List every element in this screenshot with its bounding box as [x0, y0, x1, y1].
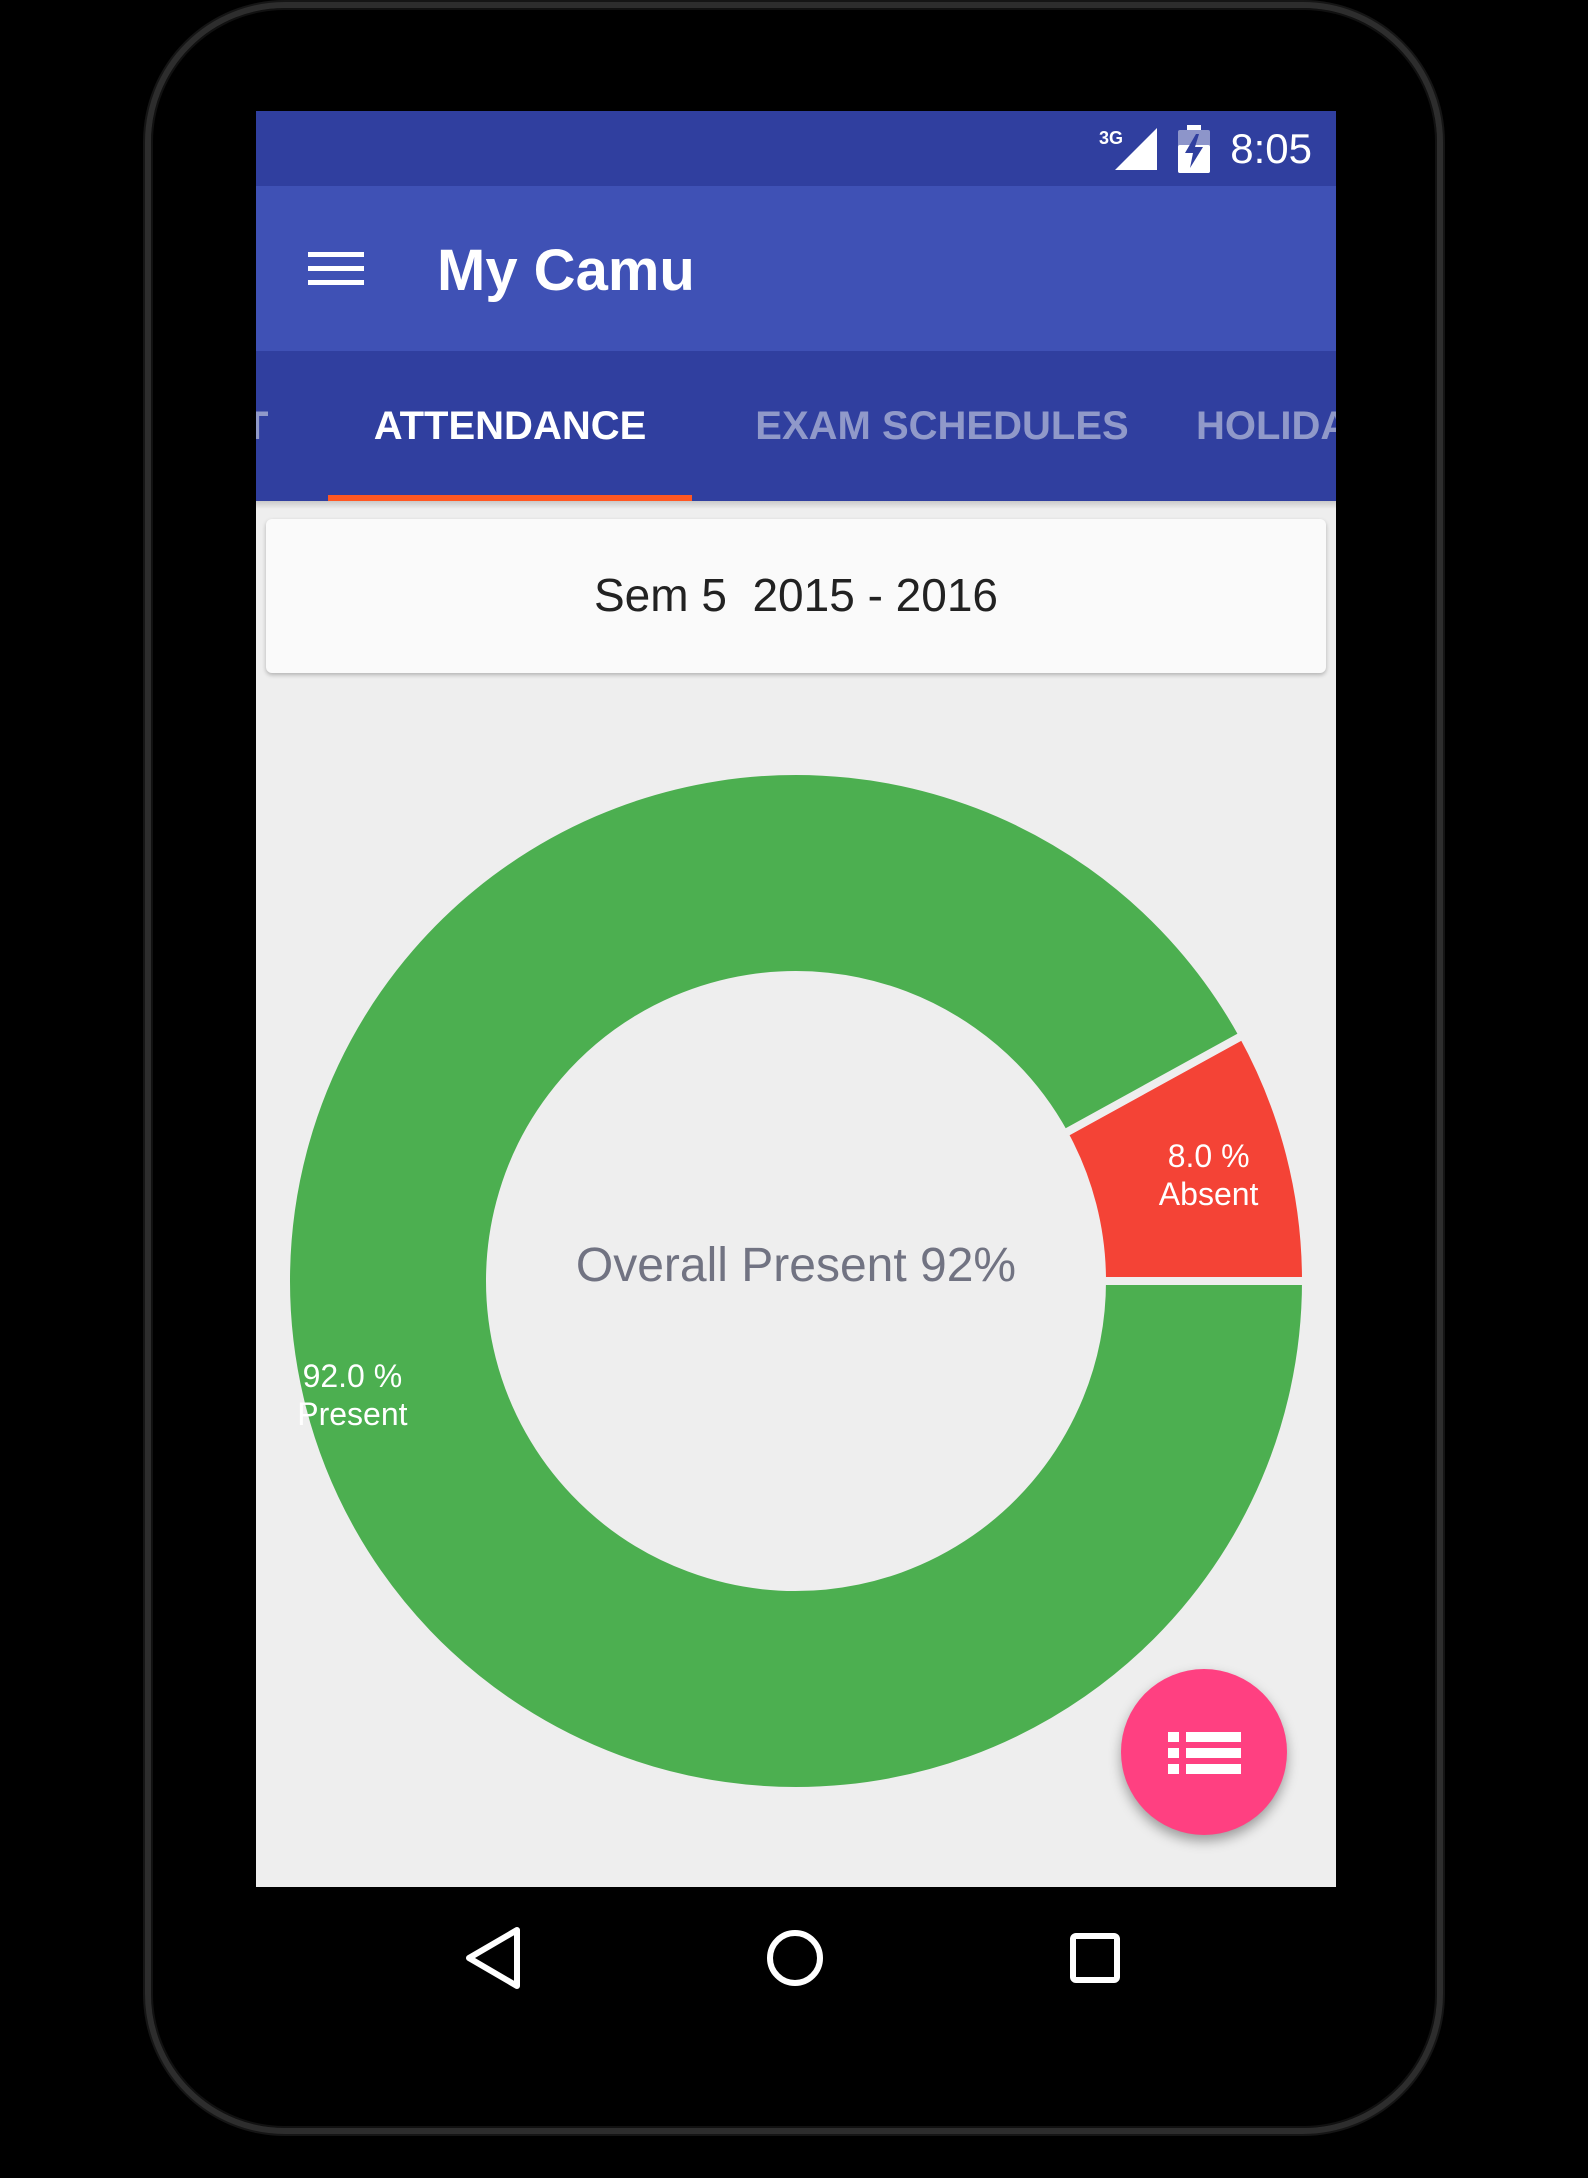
tab-indicator	[328, 495, 692, 501]
tab-holidays[interactable]: HOLIDA	[1196, 404, 1336, 448]
status-bar: 3G 8:05	[256, 111, 1336, 186]
list-fab-button[interactable]	[1121, 1669, 1287, 1835]
network-type-label: 3G	[1099, 128, 1123, 148]
donut-slice-label-absent: Absent	[1159, 1176, 1259, 1212]
semester-label: Sem 5 2015 - 2016	[593, 569, 999, 621]
donut-slice-label-present: Present	[297, 1396, 407, 1432]
semester-selector[interactable]: Sem 5 2015 - 2016	[266, 519, 1326, 673]
recents-icon[interactable]	[1055, 1918, 1135, 1998]
tab-previous[interactable]: T	[256, 404, 269, 448]
back-icon[interactable]	[455, 1918, 535, 1998]
donut-slice-value-present: 92.0 %	[303, 1358, 403, 1394]
tab-bar: T ATTENDANCE EXAM SCHEDULES HOLIDA	[256, 351, 1336, 501]
home-icon[interactable]	[755, 1918, 835, 1998]
hamburger-menu-icon[interactable]	[300, 232, 372, 304]
app-title: My Camu	[437, 238, 695, 303]
donut-slice-value-absent: 8.0 %	[1168, 1138, 1250, 1174]
attendance-donut-chart: Overall Present 92% 8.0 %Absent 92.0 %Pre…	[282, 767, 1311, 1795]
list-icon	[1168, 1732, 1241, 1774]
content-shadow	[256, 501, 1336, 509]
signal-icon: 3G	[1099, 128, 1157, 170]
app-bar: My Camu	[256, 186, 1336, 351]
screen: 3G 8:05 My Camu T ATTENDANCE EXAM SCHEDU…	[256, 111, 1336, 1887]
tab-attendance[interactable]: ATTENDANCE	[373, 404, 647, 448]
donut-slice-present[interactable]	[282, 767, 1311, 1795]
status-time: 8:05	[1230, 125, 1312, 172]
donut-center-text: Overall Present 92%	[576, 1239, 1016, 1292]
tab-exam-schedules[interactable]: EXAM SCHEDULES	[755, 404, 1129, 448]
battery-charging-icon	[1178, 125, 1210, 173]
